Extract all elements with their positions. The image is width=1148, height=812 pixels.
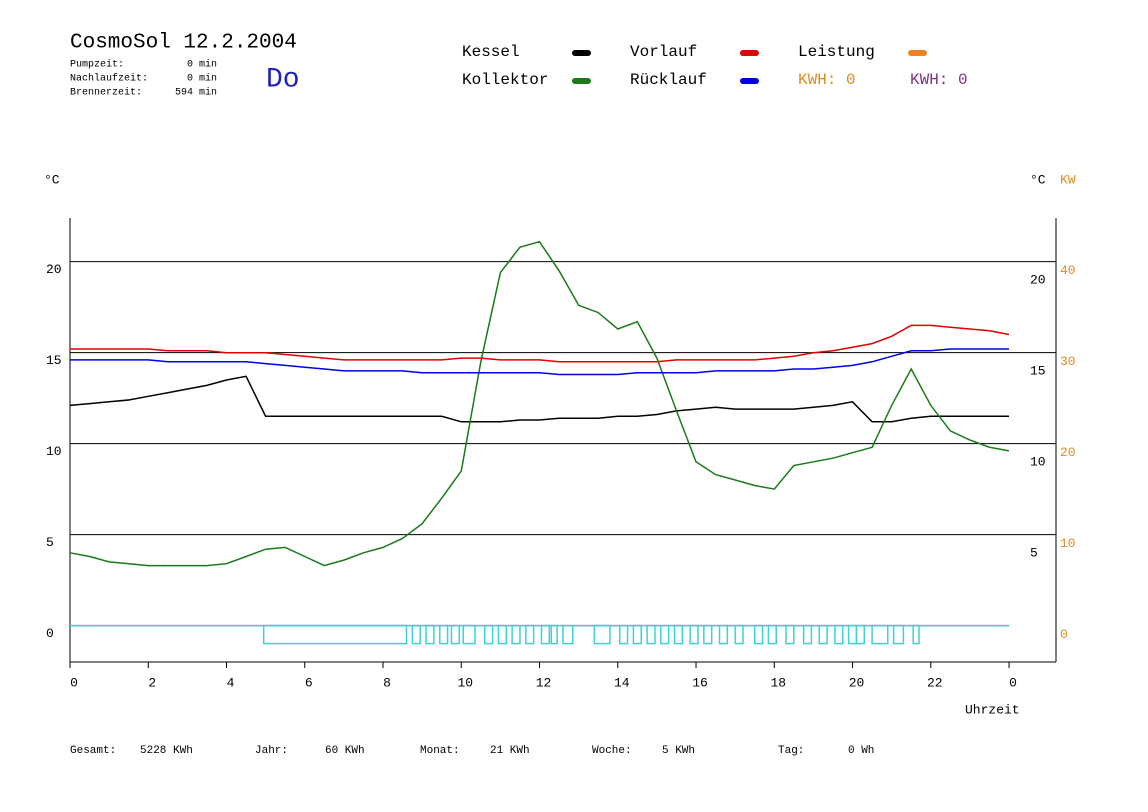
y2-tick-label: 30: [1060, 354, 1076, 369]
pump-span: [818, 624, 828, 645]
legend-label: Kollektor: [462, 71, 548, 89]
pump-span: [525, 624, 535, 645]
x-tick-label: 20: [849, 675, 865, 690]
footer-label: Monat:: [420, 745, 460, 757]
y-tick-label: 15: [46, 353, 62, 368]
x-tick-label: 6: [305, 675, 313, 690]
pump-span: [785, 624, 795, 645]
title: CosmoSol 12.2.2004: [70, 32, 297, 55]
pump-span: [632, 624, 643, 645]
pump-span: [753, 624, 764, 645]
footer-value: 0 Wh: [848, 745, 874, 757]
series-line: [69, 240, 1010, 567]
pump-span: [847, 624, 858, 645]
y2-tick-label: 20: [1060, 445, 1076, 460]
series-line: [69, 375, 1009, 423]
pump-span: [550, 624, 558, 645]
y-axis-label: °C: [44, 172, 60, 187]
pump-span: [593, 624, 611, 645]
pump-span: [689, 624, 699, 645]
x-tick-label: 12: [536, 675, 552, 690]
x-tick-label: 22: [927, 675, 943, 690]
x-tick-label: 18: [770, 675, 786, 690]
pump-span: [497, 624, 508, 645]
x-tick-label: 2: [148, 675, 156, 690]
stat-label: Pumpzeit:: [70, 59, 124, 71]
stat-label: Nachlaufzeit:: [70, 73, 148, 85]
stat-value: 0 min: [187, 73, 217, 85]
y-tick-label: 10: [46, 444, 62, 459]
footer-value: 21 KWh: [490, 745, 530, 757]
x-tick-label: 0: [70, 675, 78, 690]
x-tick-label: 8: [383, 675, 391, 690]
pump-span: [618, 624, 629, 645]
y3-tick-label: 5: [1030, 545, 1038, 560]
y-tick-label: 0: [46, 626, 54, 641]
day: Do: [266, 64, 300, 95]
footer-value: 5 KWh: [662, 745, 695, 757]
legend-kwh: KWH: 0: [910, 71, 968, 89]
x-tick-label: 4: [227, 675, 235, 690]
legend-label: Vorlauf: [630, 43, 697, 61]
pump-span: [871, 624, 889, 645]
pump-span: [439, 624, 449, 645]
stat-value: 0 min: [187, 59, 217, 71]
stat-value: 594 min: [175, 87, 217, 99]
x-tick-label: 16: [692, 675, 708, 690]
stat-label: Brennerzeit:: [70, 87, 142, 99]
pump-span: [834, 624, 844, 645]
pump-span: [802, 624, 813, 645]
footer-label: Woche:: [592, 745, 632, 757]
y2-tick-label: 40: [1060, 263, 1076, 278]
y-tick-label: 20: [46, 262, 62, 277]
pump-span: [734, 624, 744, 645]
y-tick-label: 5: [46, 535, 54, 550]
pump-span: [673, 624, 684, 645]
pump-span: [411, 624, 421, 645]
pump-span: [511, 624, 521, 645]
pump-span: [425, 624, 435, 645]
pump-span: [540, 624, 551, 645]
footer-label: Tag:: [778, 745, 804, 757]
pump-span: [660, 624, 670, 645]
x-tick-label: 0: [1009, 675, 1017, 690]
series-line: [70, 348, 1009, 376]
y3-tick-label: 10: [1030, 454, 1046, 469]
pump-span: [703, 624, 713, 645]
pump-span: [912, 624, 920, 645]
legend-kwh: KWH: 0: [798, 71, 856, 89]
footer-value: 5228 KWh: [140, 745, 193, 757]
pump-span: [262, 624, 408, 645]
y3-tick-label: 15: [1030, 363, 1046, 378]
pump-span: [718, 624, 729, 645]
pump-span: [855, 624, 866, 645]
legend-label: Kessel: [462, 43, 520, 61]
pump-span: [483, 624, 494, 645]
x-tick-label: 14: [614, 675, 630, 690]
y2-tick-label: 10: [1060, 536, 1076, 551]
pump-span: [450, 624, 461, 645]
x-tick-label: 10: [457, 675, 473, 690]
y2-axis-label: KW: [1060, 172, 1076, 187]
legend-label: Rücklauf: [630, 71, 707, 89]
legend-label: Leistung: [798, 43, 875, 61]
x-axis-label: Uhrzeit: [965, 702, 1020, 717]
y2-tick-label: 0: [1060, 627, 1068, 642]
footer-label: Gesamt:: [70, 745, 116, 757]
pump-span: [892, 624, 905, 645]
footer-label: Jahr:: [255, 745, 288, 757]
pump-span: [767, 624, 777, 645]
footer-value: 60 KWh: [325, 745, 365, 757]
series-line: [70, 324, 1010, 363]
y3-tick-label: 20: [1030, 272, 1046, 287]
pump-span: [562, 624, 574, 645]
pump-span: [462, 624, 476, 645]
pump-span: [646, 624, 656, 645]
y3-axis-label: °C: [1030, 172, 1046, 187]
